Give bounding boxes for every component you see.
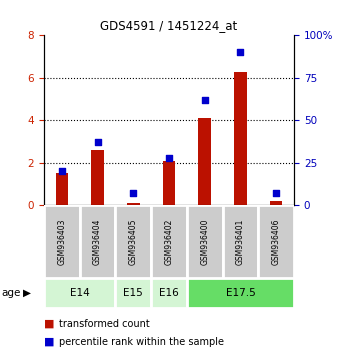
Text: E15: E15 [123,288,143,298]
Point [95,139,100,145]
Bar [127,203,140,205]
Bar [55,173,68,205]
Text: E16: E16 [159,288,179,298]
Text: GSM936403: GSM936403 [57,218,66,265]
Point [202,97,208,103]
Bar [44,278,115,308]
Text: ▶: ▶ [23,288,31,298]
Bar [151,278,187,308]
Bar [91,150,104,205]
Bar [115,278,151,308]
Point [130,190,136,196]
Text: GSM936400: GSM936400 [200,218,209,265]
Text: E17.5: E17.5 [225,288,255,298]
Bar [198,118,211,205]
Bar [234,72,247,205]
Bar [163,161,175,205]
Bar [270,201,283,205]
Bar [223,205,258,278]
Text: GSM936401: GSM936401 [236,218,245,265]
Bar [187,278,294,308]
Bar [115,205,151,278]
Text: percentile rank within the sample: percentile rank within the sample [59,337,224,347]
Bar [187,205,223,278]
Text: GSM936402: GSM936402 [165,218,173,265]
Text: transformed count: transformed count [59,319,150,329]
Text: GSM936404: GSM936404 [93,218,102,265]
Text: GDS4591 / 1451224_at: GDS4591 / 1451224_at [100,19,238,33]
Bar [151,205,187,278]
Point [59,169,65,174]
Text: GSM936405: GSM936405 [129,218,138,265]
Text: ■: ■ [44,319,54,329]
Text: E14: E14 [70,288,90,298]
Text: GSM936406: GSM936406 [272,218,281,265]
Point [238,50,243,55]
Point [273,190,279,196]
Point [166,155,172,161]
Text: age: age [2,288,21,298]
Bar [44,205,80,278]
Bar [258,205,294,278]
Bar [80,205,115,278]
Text: ■: ■ [44,337,54,347]
